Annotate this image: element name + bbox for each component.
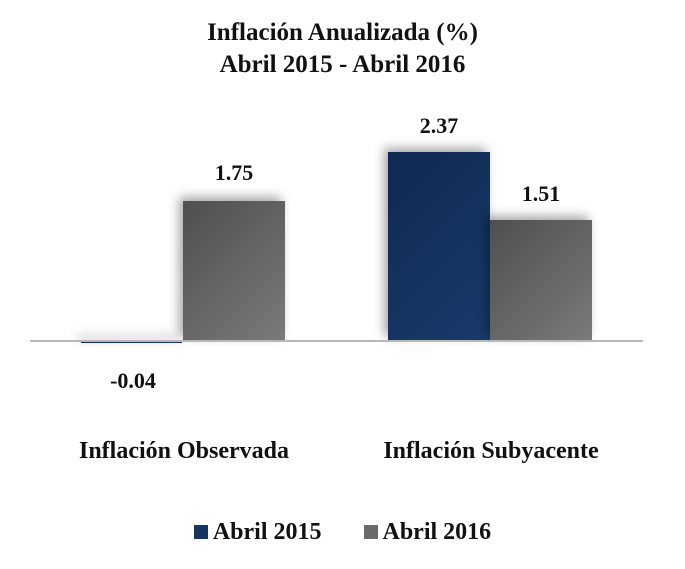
- bar-subyacente-2016: [490, 220, 592, 340]
- chart-subtitle: Abril 2015 - Abril 2016: [219, 51, 466, 78]
- legend-swatch-2015: [193, 525, 208, 539]
- legend-swatch-2016: [363, 525, 378, 539]
- legend-label-2015: Abril 2015: [212, 519, 322, 545]
- legend: Abril 2015 Abril 2016: [0, 517, 685, 547]
- bar-observada-2016: [183, 201, 285, 340]
- chart-title: Inflación Anualizada (%): [207, 19, 478, 46]
- category-label-subyacente: Inflación Subyacente: [383, 438, 599, 464]
- category-label-observada: Inflación Observada: [78, 438, 290, 464]
- value-label-subyacente-2016: 1.51: [521, 181, 561, 206]
- value-label-observada-2015: -0.04: [110, 368, 156, 393]
- bar-subyacente-2015: [388, 152, 490, 340]
- value-label-subyacente-2015: 2.37: [419, 113, 459, 138]
- x-axis-line: [30, 340, 643, 342]
- legend-label-2016: Abril 2016: [382, 519, 492, 545]
- legend-item-2016: Abril 2016: [363, 517, 492, 547]
- legend-item-2015: Abril 2015: [193, 517, 322, 547]
- value-label-observada-2016: 1.75: [214, 160, 254, 185]
